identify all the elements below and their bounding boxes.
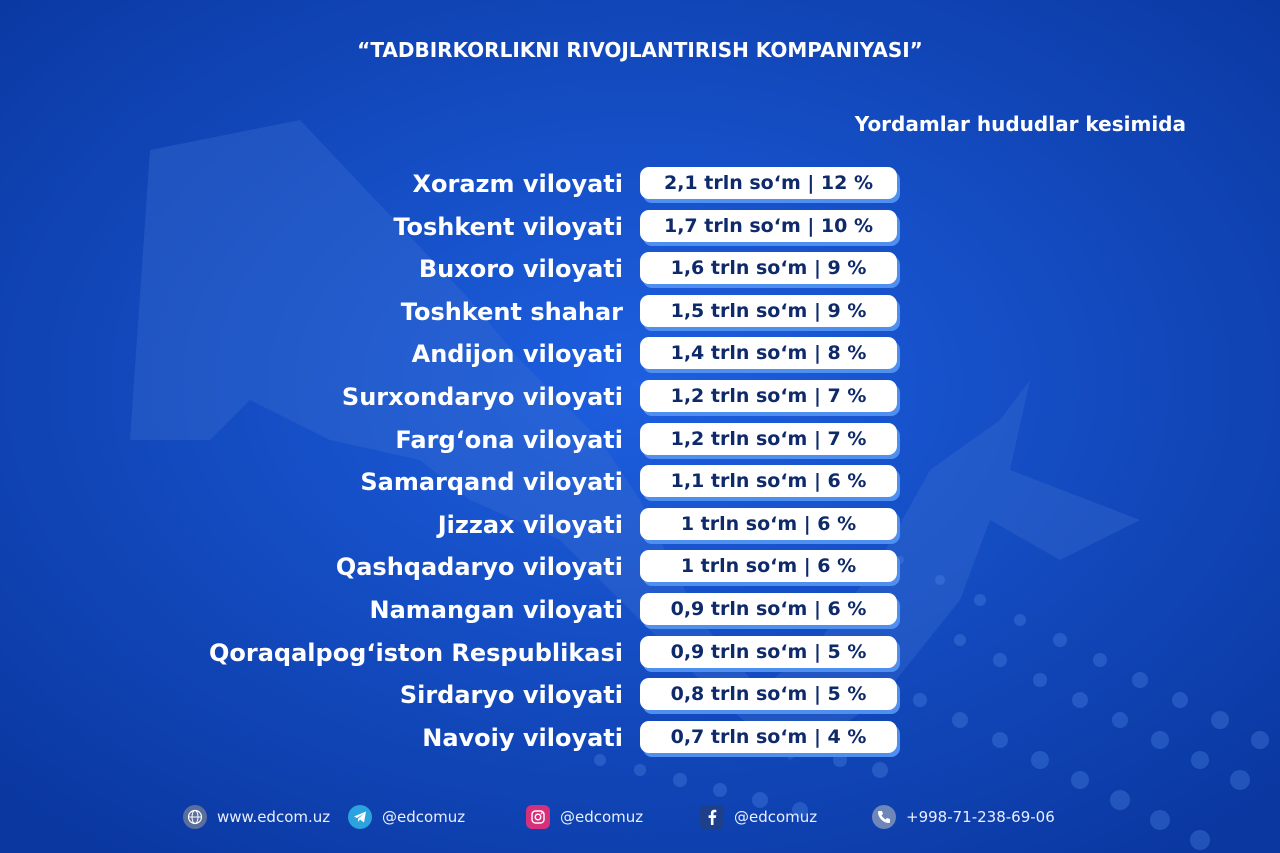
region-label: Xorazm viloyati — [412, 170, 623, 198]
table-row: Andijon viloyati 1,4 trln so‘m | 8 % — [0, 337, 1280, 371]
table-row: Xorazm viloyati 2,1 trln so‘m | 12 % — [0, 167, 1280, 201]
instagram-icon — [526, 805, 550, 829]
value-pill: 1,2 trln so‘m | 7 % — [640, 380, 897, 412]
value-pill: 2,1 trln so‘m | 12 % — [640, 167, 897, 199]
page-subtitle: Yordamlar hududlar kesimida — [854, 112, 1186, 136]
value-pill: 1,6 trln so‘m | 9 % — [640, 252, 897, 285]
value-pill: 1 trln so‘m | 6 % — [640, 550, 897, 583]
table-row: Sirdaryo viloyati 0,8 trln so‘m | 5 % — [0, 678, 1280, 712]
region-label: Navoiy viloyati — [422, 723, 623, 752]
phone-icon — [872, 805, 896, 829]
value-pill: 1,5 trln so‘m | 9 % — [640, 294, 897, 327]
table-row: Surxondaryo viloyati 1,2 trln so‘m | 7 % — [0, 380, 1280, 414]
table-row: Qashqadaryo viloyati 1 trln so‘m | 6 % — [0, 550, 1280, 584]
page-title: “TADBIRKORLIKNI RIVOJLANTIRISH KOMPANIYA… — [357, 38, 923, 62]
globe-icon — [183, 805, 207, 829]
footer-telegram-text: @edcomuz — [382, 808, 466, 826]
region-label: Jizzax viloyati — [437, 510, 623, 539]
region-label: Surxondaryo viloyati — [341, 383, 623, 411]
table-row: Qoraqalpog‘iston Respublikasi 0,9 trln so… — [0, 635, 1280, 670]
region-label: Andijon viloyati — [411, 340, 623, 369]
region-label: Buxoro viloyati — [418, 255, 623, 284]
footer-instagram-text: @edcomuz — [560, 808, 644, 826]
value-pill: 1 trln so‘m | 6 % — [640, 507, 897, 540]
value-pill: 1,4 trln so‘m | 8 % — [640, 337, 897, 370]
footer-phone[interactable]: +998-71-238-69-06 — [872, 800, 1055, 834]
table-row: Buxoro viloyati 1,6 trln so‘m | 9 % — [0, 252, 1280, 286]
table-row: Farg‘ona viloyati 1,2 trln so‘m | 7 % — [0, 422, 1280, 457]
table-row: Toshkent shahar 1,5 trln so‘m | 9 % — [0, 294, 1280, 329]
table-row: Jizzax viloyati 1 trln so‘m | 6 % — [0, 507, 1280, 542]
table-row: Navoiy viloyati 0,7 trln so‘m | 4 % — [0, 720, 1280, 755]
value-pill: 1,2 trln so‘m | 7 % — [640, 422, 897, 455]
table-row: Samarqand viloyati 1,1 trln so‘m | 6 % — [0, 465, 1280, 499]
region-label: Namangan viloyati — [369, 596, 623, 624]
value-pill: 1,1 trln so‘m | 6 % — [640, 465, 897, 498]
footer-facebook[interactable]: @edcomuz — [700, 800, 817, 834]
facebook-icon — [700, 805, 724, 829]
table-row: Toshkent viloyati 1,7 trln so‘m | 10 % — [0, 209, 1280, 244]
footer: www.edcom.uz @edcomuz @edcomuz @edcomuz … — [0, 800, 1280, 834]
footer-website[interactable]: www.edcom.uz — [183, 800, 330, 834]
footer-telegram[interactable]: @edcomuz — [348, 800, 465, 834]
region-label: Toshkent shahar — [400, 297, 623, 326]
value-pill: 0,7 trln so‘m | 4 % — [640, 720, 897, 753]
value-pill: 0,8 trln so‘m | 5 % — [640, 678, 897, 711]
footer-instagram[interactable]: @edcomuz — [526, 800, 643, 834]
region-label: Qashqadaryo viloyati — [335, 553, 623, 582]
footer-phone-text: +998-71-238-69-06 — [906, 808, 1055, 826]
footer-website-text: www.edcom.uz — [217, 808, 331, 826]
region-label: Farg‘ona viloyati — [395, 425, 623, 454]
value-pill: 1,7 trln so‘m | 10 % — [640, 209, 897, 242]
value-pill: 0,9 trln so‘m | 6 % — [640, 593, 897, 625]
region-label: Sirdaryo viloyati — [399, 681, 623, 710]
table-row: Namangan viloyati 0,9 trln so‘m | 6 % — [0, 593, 1280, 627]
region-label: Toshkent viloyati — [393, 212, 623, 241]
telegram-icon — [348, 805, 372, 829]
value-pill: 0,9 trln so‘m | 5 % — [640, 635, 897, 668]
dot-pattern — [594, 556, 1269, 850]
footer-facebook-text: @edcomuz — [734, 808, 818, 826]
region-label: Qoraqalpog‘iston Respublikasi — [208, 638, 623, 667]
region-label: Samarqand viloyati — [360, 468, 623, 497]
